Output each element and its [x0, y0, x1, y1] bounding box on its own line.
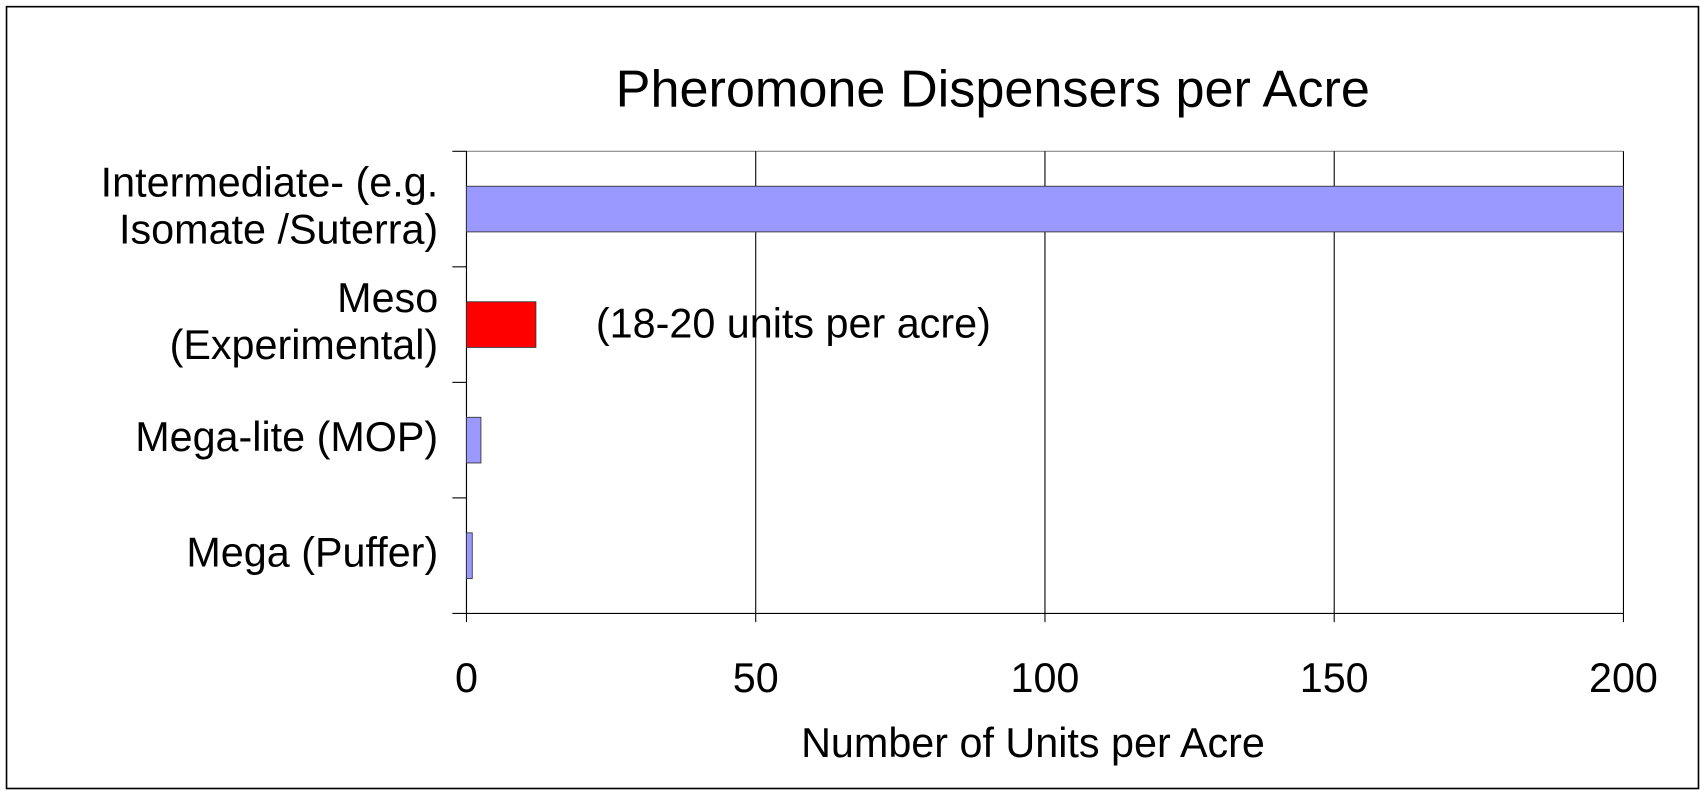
x-tick-label: 100: [1010, 655, 1079, 701]
bar: [466, 301, 537, 348]
y-tick-label: Mega (Puffer): [186, 530, 438, 576]
chart-border: [5, 5, 1700, 790]
y-tick-label: Mega-lite (MOP): [135, 414, 438, 460]
bar: [466, 416, 482, 464]
x-tick-label: 150: [1300, 655, 1369, 701]
x-tick-label: 50: [733, 655, 779, 701]
bar: [466, 185, 1624, 233]
x-axis-label: Number of Units per Acre: [801, 720, 1265, 766]
x-tick-label: 0: [455, 655, 478, 701]
annotation: (18-20 units per acre): [596, 301, 991, 347]
chart-title: Pheromone Dispensers per Acre: [616, 60, 1370, 118]
y-tick-label: Meso (Experimental): [170, 275, 439, 368]
bar: [466, 532, 473, 579]
y-tick-label: Intermediate- (e.g. Isomate /Suterra): [101, 160, 439, 253]
x-tick-label: 200: [1589, 655, 1658, 701]
